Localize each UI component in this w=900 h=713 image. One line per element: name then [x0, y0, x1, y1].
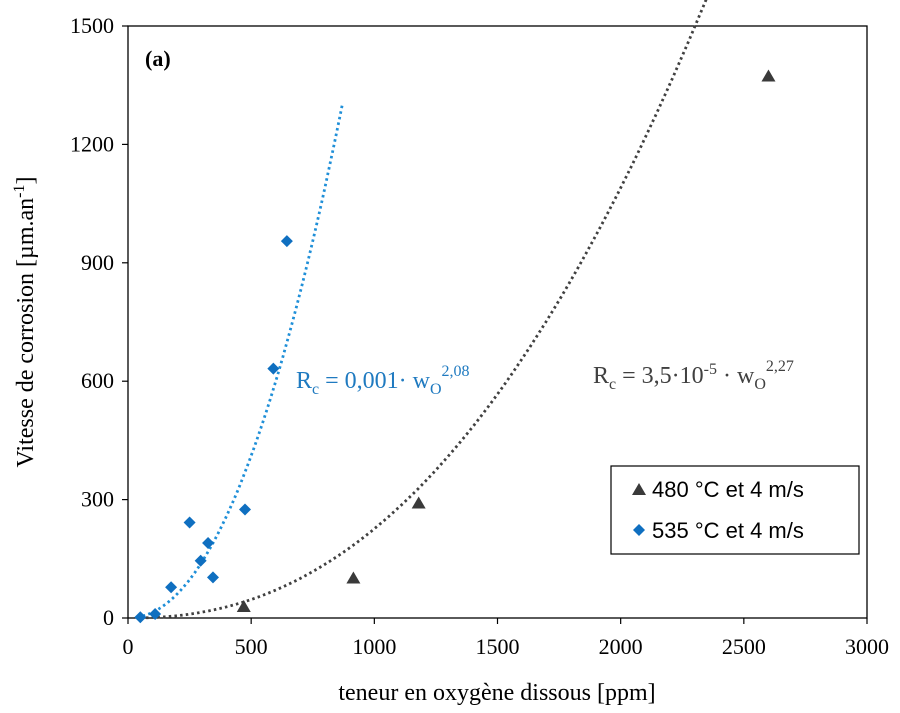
- equation-535-lhs-sub: c: [312, 381, 319, 398]
- y-tick-label: 300: [81, 487, 114, 512]
- x-tick-label: 0: [123, 634, 134, 659]
- data-point-diamond: [183, 516, 196, 529]
- y-tick-label: 900: [81, 250, 114, 275]
- equation-480-sup1: -5: [704, 361, 717, 378]
- data-point-diamond: [206, 571, 219, 584]
- data-point-diamond: [202, 537, 215, 550]
- data-point-diamond: [194, 554, 207, 567]
- equation-480-sub2: O: [754, 376, 766, 393]
- y-axis-title-superscript: -1: [11, 185, 28, 198]
- y-axis-ticks: 0 300 600 900 1200 1500: [70, 13, 128, 630]
- x-tick-label: 1000: [352, 634, 396, 659]
- legend: 480 °C et 4 m/s 535 °C et 4 m/s: [610, 465, 860, 555]
- y-tick-label: 600: [81, 368, 114, 393]
- y-tick-label: 1200: [70, 131, 114, 156]
- x-tick-label: 1500: [476, 634, 520, 659]
- data-point-diamond: [267, 362, 280, 375]
- data-markers: [134, 69, 776, 624]
- x-axis-title: teneur en oxygène dissous [ppm]: [338, 680, 655, 706]
- legend-marker-triangle: [632, 483, 646, 495]
- x-tick-label: 2000: [599, 634, 643, 659]
- trendline-535: [142, 104, 344, 618]
- equation-535-lhs: R: [296, 368, 312, 394]
- legend-box: [610, 465, 860, 555]
- x-tick-label: 2500: [722, 634, 766, 659]
- data-point-triangle: [236, 599, 251, 612]
- y-axis-title-close: ]: [13, 177, 39, 185]
- x-tick-label: 500: [235, 634, 268, 659]
- y-tick-label: 1500: [70, 13, 114, 38]
- equation-480: Rc = 3,5·10-5 · wO2,27: [593, 358, 794, 393]
- equation-480-part2: · w: [717, 363, 755, 389]
- data-point-triangle: [346, 571, 361, 584]
- legend-label-480: 480 °C et 4 m/s: [652, 477, 804, 502]
- data-point-diamond: [149, 608, 162, 621]
- equation-480-sup2: 2,27: [766, 358, 794, 375]
- equation-535-sup1: 2,08: [442, 363, 470, 380]
- y-axis-title: Vitesse de corrosion [µm.an-1]: [11, 177, 39, 468]
- equation-535-sub1: O: [430, 381, 442, 398]
- equation-480-lhs-sub: c: [609, 376, 616, 393]
- equation-480-part1: = 3,5·10: [616, 363, 704, 389]
- equation-535-part1: = 0,001· w: [319, 368, 431, 394]
- legend-label-535: 535 °C et 4 m/s: [652, 518, 804, 543]
- y-tick-label: 0: [103, 605, 114, 630]
- trendline-480: [140, 0, 708, 620]
- data-point-diamond: [165, 581, 178, 594]
- x-tick-label: 3000: [845, 634, 889, 659]
- data-point-diamond: [280, 235, 293, 248]
- y-axis-title-main: Vitesse de corrosion [µm.an: [13, 198, 39, 468]
- data-point-triangle: [761, 69, 776, 82]
- x-axis-ticks: 0 500 1000 1500 2000 2500 3000: [123, 618, 889, 659]
- equation-480-lhs: R: [593, 363, 609, 389]
- data-point-triangle: [411, 496, 426, 509]
- panel-label: (a): [145, 46, 171, 71]
- data-point-diamond: [239, 503, 252, 516]
- equation-535: Rc = 0,001· wO2,08: [296, 363, 470, 398]
- trendlines: [140, 0, 708, 620]
- legend-marker-diamond: [633, 524, 645, 536]
- data-point-diamond: [134, 611, 147, 624]
